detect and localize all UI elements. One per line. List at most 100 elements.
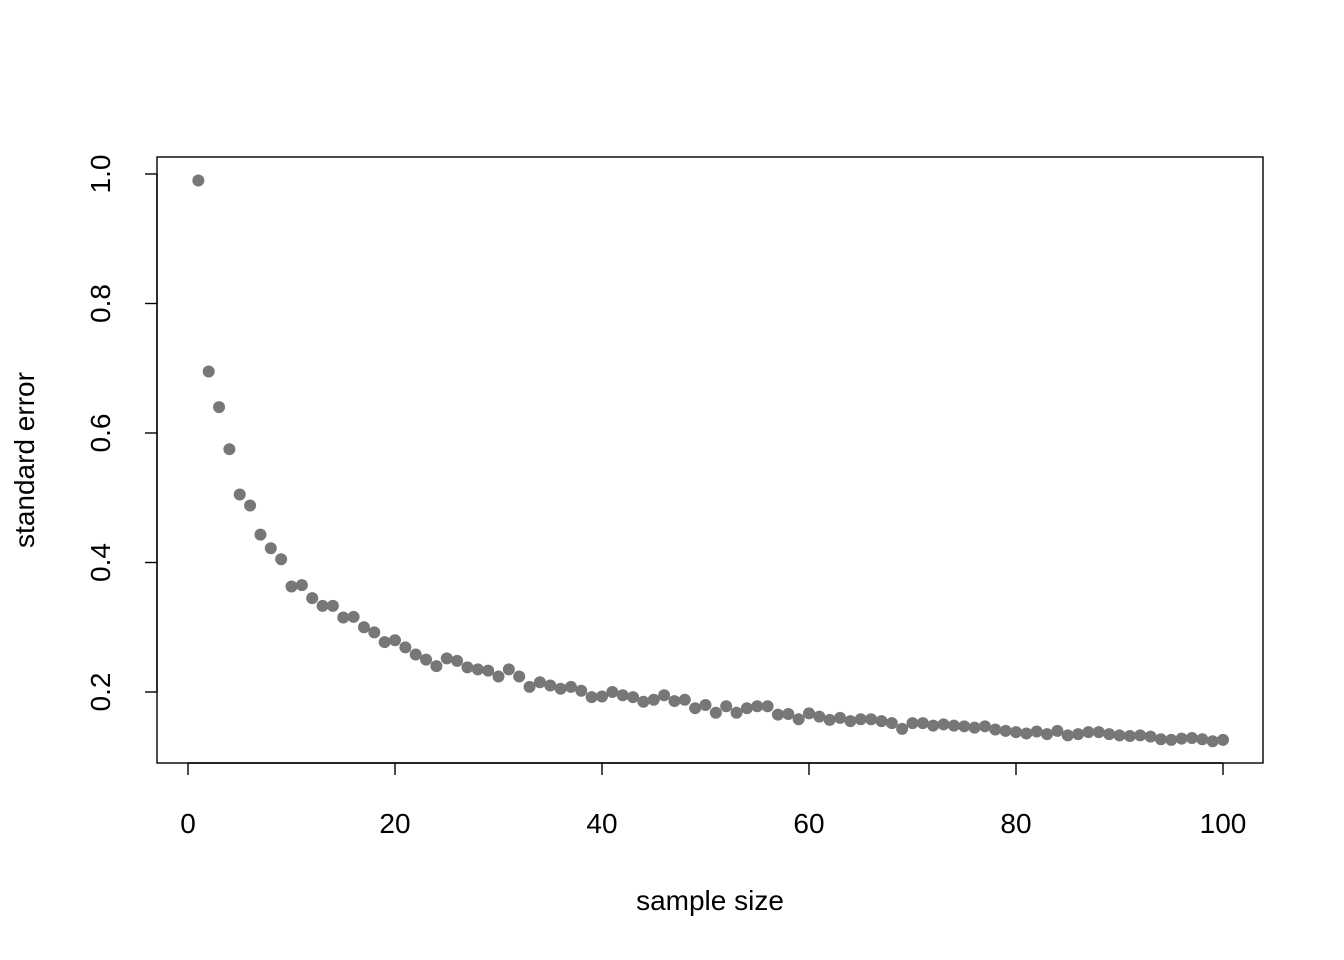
data-point [968,721,981,734]
data-point [1020,727,1033,740]
data-point [482,664,495,677]
y-axis: 0.2 0.4 0.6 0.8 1.0 [85,155,158,712]
data-point [275,553,288,566]
data-point [202,365,215,378]
data-point [751,700,764,713]
data-point [1103,728,1116,741]
data-point [782,708,795,721]
x-ticks: 0 20 40 60 80 100 [180,763,1246,839]
data-point [223,443,236,456]
x-tick-label: 0 [180,808,196,839]
data-point [471,663,484,676]
data-point [451,654,464,667]
data-point [989,723,1002,736]
data-point [1165,733,1178,746]
data-point [854,713,867,726]
data-point [357,621,370,634]
data-point [844,715,857,728]
data-point [1206,735,1219,748]
data-point [927,719,940,732]
data-point [420,653,433,666]
y-tick-label: 1.0 [85,155,116,194]
data-point [1175,732,1188,745]
data-point [596,690,608,703]
data-point [316,599,329,612]
data-point [492,670,505,683]
data-point [947,719,960,732]
data-point [378,636,391,649]
data-point [337,611,350,624]
data-point [368,626,381,639]
data-point [865,713,878,726]
data-point [254,528,267,541]
data-point [513,670,526,683]
data-point [1010,726,1022,739]
x-axis-title: sample size [636,885,784,916]
data-point [409,648,422,661]
data-point [347,610,360,623]
data-point [389,634,401,647]
data-point [575,684,588,697]
data-point [1154,733,1167,746]
data-point [1072,728,1085,741]
x-tick-label: 60 [793,808,824,839]
data-point [1134,729,1147,742]
data-point [585,691,598,704]
data-point [1041,728,1054,741]
data-point [264,542,277,555]
x-tick-label: 20 [379,808,410,839]
data-point [1144,730,1157,743]
data-point [761,700,774,713]
x-tick-label: 80 [1000,808,1031,839]
data-point [916,717,929,730]
y-axis-title: standard error [9,372,40,548]
data-point [533,676,546,689]
data-point [1061,729,1074,742]
data-point [544,679,557,692]
data-point [1082,726,1095,739]
x-tick-label: 40 [586,808,617,839]
data-point [958,720,971,733]
data-point [647,693,660,706]
data-point [740,702,753,715]
data-point [285,580,298,593]
y-ticks: 0.2 0.4 0.6 0.8 1.0 [85,155,157,712]
data-point [1185,731,1198,744]
data-point [1030,725,1043,738]
data-point [523,680,536,693]
data-point [502,663,515,676]
data-point [792,713,805,726]
data-point [668,695,681,708]
data-point [627,691,640,704]
data-point [606,686,619,698]
data-point [709,706,722,719]
data-point [213,401,226,414]
data-point [720,700,733,713]
data-point [233,488,246,501]
y-tick-label: 0.6 [85,414,116,453]
data-point [896,722,909,735]
data-point [689,702,702,715]
data-point [730,706,743,719]
data-point [1217,733,1229,746]
data-point [554,682,567,695]
data-point [461,661,474,674]
data-point [875,715,888,728]
data-point [616,689,629,702]
data-point [813,710,826,723]
data-point [326,599,339,612]
data-point [978,720,991,733]
data-point [823,713,836,726]
data-point [1196,733,1209,746]
y-tick-label: 0.2 [85,673,116,712]
data-point [399,641,412,654]
data-point [306,592,319,605]
y-tick-label: 0.4 [85,543,116,582]
data-point [1123,730,1136,743]
data-point [637,695,650,708]
data-point [430,660,443,673]
data-points [192,174,1229,748]
data-point [295,579,308,592]
